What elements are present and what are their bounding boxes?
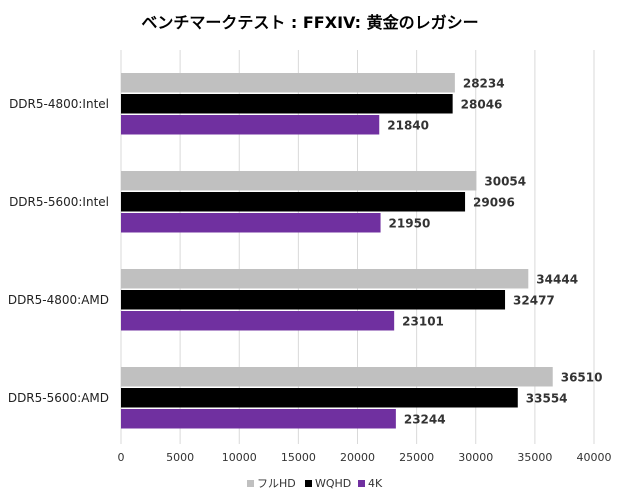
x-tick-label: 40000 — [577, 451, 612, 464]
data-label: 30054 — [484, 174, 526, 188]
x-tick-label: 15000 — [281, 451, 316, 464]
data-label: 23244 — [404, 412, 446, 426]
x-tick-label: 10000 — [222, 451, 257, 464]
data-label: 28046 — [461, 97, 503, 111]
data-label: 33554 — [526, 391, 568, 405]
x-tick-label: 25000 — [399, 451, 434, 464]
x-tick-label: 5000 — [166, 451, 194, 464]
data-label: 32477 — [513, 293, 555, 307]
legend-swatch — [305, 480, 312, 487]
legend-swatch — [358, 480, 365, 487]
bar — [121, 367, 553, 387]
category-label: DDR5-5600:AMD — [8, 391, 109, 405]
legend-swatch — [247, 480, 254, 487]
data-label: 21950 — [389, 216, 431, 230]
data-label: 34444 — [536, 272, 578, 286]
legend-label: フルHD — [257, 477, 296, 490]
bar — [121, 171, 477, 191]
data-label: 21840 — [387, 118, 429, 132]
bar — [121, 388, 518, 408]
chart-title: ベンチマークテスト : FFXIV: 黄金のレガシー — [141, 13, 478, 32]
x-tick-label: 30000 — [458, 451, 493, 464]
x-tick-label: 20000 — [340, 451, 375, 464]
data-label: 29096 — [473, 195, 515, 209]
bar — [121, 192, 466, 212]
bar — [121, 94, 453, 114]
category-labels: DDR5-4800:Intel DDR5-5600:Intel DDR5-4800:… — [8, 97, 109, 405]
bar — [121, 73, 455, 93]
bar — [121, 409, 396, 429]
bar — [121, 115, 380, 135]
x-axis-tick-labels: 0 5000 10000 15000 20000 25000 30000 35000 40000 — [118, 451, 612, 464]
legend-label: WQHD — [315, 477, 351, 490]
data-label: 28234 — [463, 76, 505, 90]
category-label: DDR5-4800:AMD — [8, 293, 109, 307]
legend-label: 4K — [368, 477, 383, 490]
bar — [121, 269, 529, 289]
bar — [121, 213, 381, 233]
data-label: 23101 — [402, 314, 444, 328]
x-tick-label: 0 — [118, 451, 125, 464]
bar — [121, 290, 506, 310]
category-label: DDR5-5600:Intel — [9, 195, 109, 209]
category-label: DDR5-4800:Intel — [9, 97, 109, 111]
bar — [121, 311, 395, 331]
x-tick-label: 35000 — [517, 451, 552, 464]
legend: フルHD WQHD 4K — [247, 477, 383, 490]
bars: 28234 28046 21840 30054 29096 21950 34444 32477… — [121, 73, 602, 429]
data-label: 36510 — [561, 370, 603, 384]
